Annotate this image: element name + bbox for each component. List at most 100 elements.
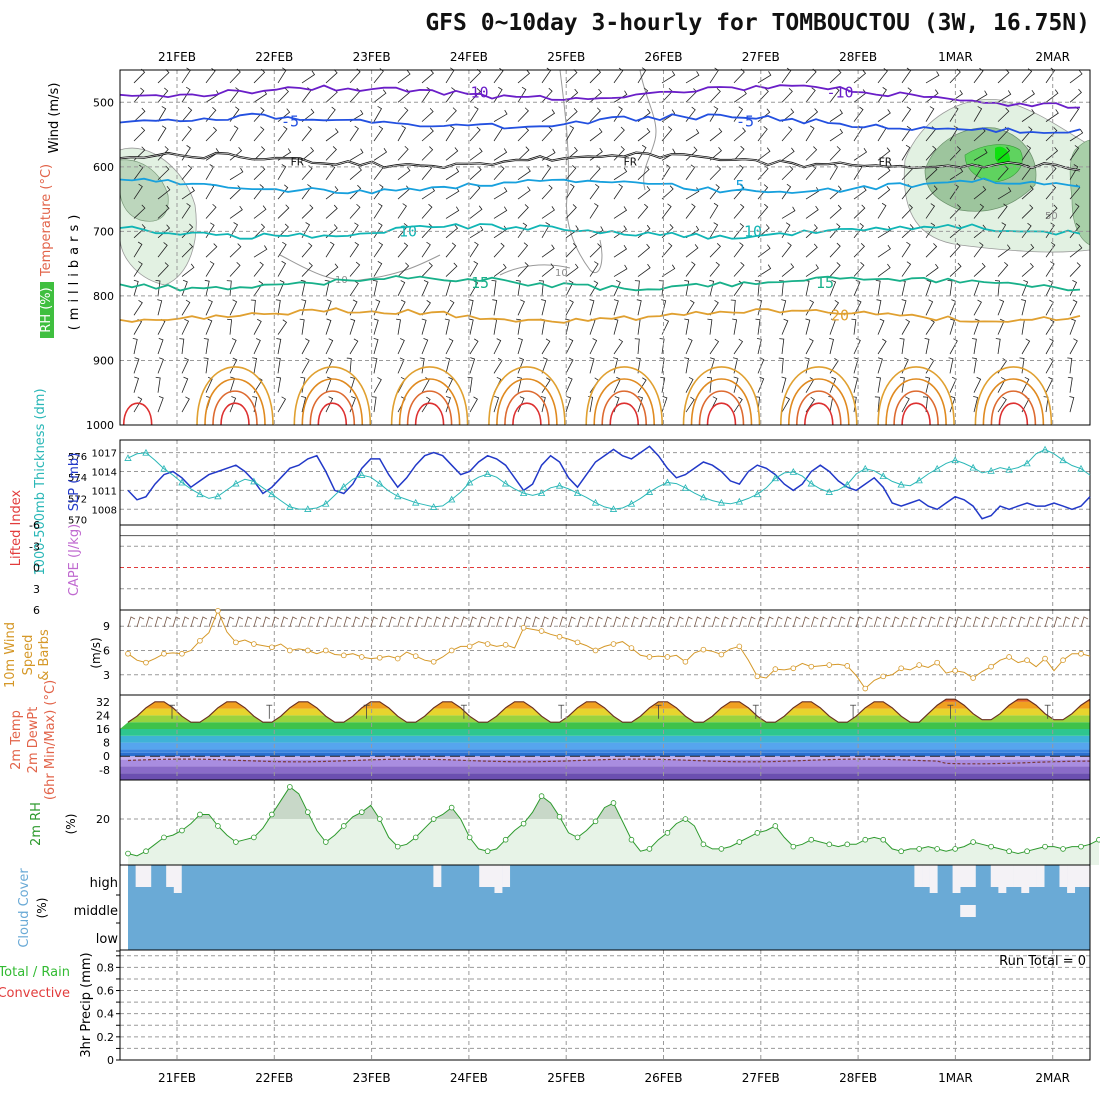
- wind-barb: [829, 279, 837, 297]
- cloud-level-label: middle: [74, 904, 118, 919]
- cloud-clear-high: [929, 865, 938, 893]
- wind-barb: [469, 280, 479, 297]
- wind10m-marker: [574, 639, 581, 646]
- wind-barb: [181, 299, 191, 316]
- wind-barb: [275, 357, 281, 374]
- wind-barb: [421, 280, 429, 297]
- wind-barb: [973, 148, 988, 161]
- thickness-marker: [969, 463, 977, 471]
- temp2m-axis-label: 2m Temp: [9, 710, 24, 770]
- wind10m-barb: [1008, 616, 1017, 628]
- wind-barb: [781, 87, 793, 103]
- isotherm-label: FR: [290, 155, 304, 168]
- wind-barb: [493, 165, 505, 180]
- wind-barb: [277, 88, 289, 103]
- wind-barb: [1069, 223, 1081, 239]
- wind-barb: [277, 184, 289, 200]
- wind10m-marker: [790, 665, 797, 672]
- wind-barb: [469, 396, 478, 413]
- wind10m-marker: [952, 667, 958, 674]
- wind-barb: [372, 357, 378, 374]
- wind-barb: [685, 299, 695, 316]
- wind-barb: [181, 279, 188, 297]
- wind10m-barb: [765, 616, 774, 628]
- wind10m-barb: [945, 616, 954, 628]
- wind10m-barb: [990, 616, 999, 628]
- rh2m-marker: [772, 823, 779, 829]
- temperature-contour: [122, 402, 153, 426]
- rh2m-marker: [808, 836, 815, 843]
- cloud-clear-high: [990, 865, 999, 887]
- thickness-marker: [160, 464, 168, 472]
- wind10m-barb: [676, 616, 684, 628]
- wind-barb: [685, 128, 700, 142]
- temp-band: [120, 752, 1090, 757]
- wind10m-barb: [613, 616, 621, 628]
- rh2m-marker: [1096, 836, 1100, 843]
- wind-barb: [205, 67, 216, 84]
- wind10m-marker: [448, 647, 455, 654]
- wind-barb: [493, 242, 505, 258]
- thickness-marker: [250, 477, 258, 485]
- date-label-top: 23FEB: [353, 50, 391, 64]
- rh2m-marker: [412, 834, 419, 841]
- wind-barb: [1021, 109, 1035, 122]
- wind10m-barb: [505, 616, 513, 628]
- rh2m-marker: [430, 816, 437, 822]
- wind-barb: [733, 89, 747, 103]
- wind-barb: [469, 241, 479, 258]
- wind-barb: [733, 184, 745, 200]
- precip-tick-label: 0.6: [97, 985, 115, 998]
- wind10m-barb: [855, 616, 864, 628]
- cloud-clear-middle: [967, 905, 976, 917]
- temperature-contour: [974, 366, 1053, 426]
- wind10m-marker: [287, 647, 293, 654]
- temp2m-tick-label: 32: [96, 696, 110, 709]
- wind-barb: [829, 185, 842, 200]
- wind-barb: [757, 184, 769, 200]
- rh-legend-swatch: [40, 282, 54, 338]
- wind-barb: [325, 204, 338, 219]
- wind-barb: [1021, 338, 1031, 355]
- wind-barb: [277, 125, 288, 142]
- rh2m-marker: [574, 834, 581, 841]
- wind-barb: [661, 264, 676, 277]
- precip-axis-label: 3hr Precip (mm): [79, 952, 94, 1057]
- wind-barb: [709, 147, 722, 161]
- wind-barb: [949, 299, 957, 316]
- wind-barb: [1021, 145, 1032, 161]
- rh2m-marker: [1042, 843, 1048, 850]
- wind-barb: [541, 109, 556, 122]
- wind-barb: [276, 338, 282, 355]
- wind10m-barb: [190, 616, 199, 628]
- wind-barb: [349, 261, 361, 277]
- wind-barb: [613, 126, 625, 142]
- wind-barb: [973, 299, 982, 316]
- temperature-contour: [317, 402, 348, 426]
- wind-barb: [754, 280, 760, 296]
- wind-barb: [877, 87, 887, 103]
- thickness-marker: [232, 479, 240, 487]
- rh-contour-label: 50: [1045, 211, 1058, 222]
- rh2m-marker: [1060, 846, 1066, 852]
- wind-barb: [709, 222, 719, 239]
- wind10m-barb: [235, 616, 244, 628]
- wind-barb: [516, 376, 522, 393]
- wind-barb: [371, 396, 377, 413]
- wind-barb: [997, 187, 1012, 200]
- cloud-clear-high: [433, 865, 442, 887]
- wind-barb: [565, 357, 574, 374]
- wind10m-barb: [595, 616, 603, 628]
- pressure-tick-label: 500: [93, 96, 114, 109]
- wind-barb: [1045, 242, 1056, 258]
- wind-barb: [877, 357, 883, 374]
- rh-shading: [995, 146, 1010, 166]
- wind10m-barb: [550, 616, 558, 628]
- wind-barb: [373, 89, 387, 103]
- wind-barb: [733, 338, 744, 355]
- wind-barb: [253, 184, 264, 200]
- isotherm-label: -5: [281, 113, 299, 131]
- rh2m-marker: [448, 804, 455, 811]
